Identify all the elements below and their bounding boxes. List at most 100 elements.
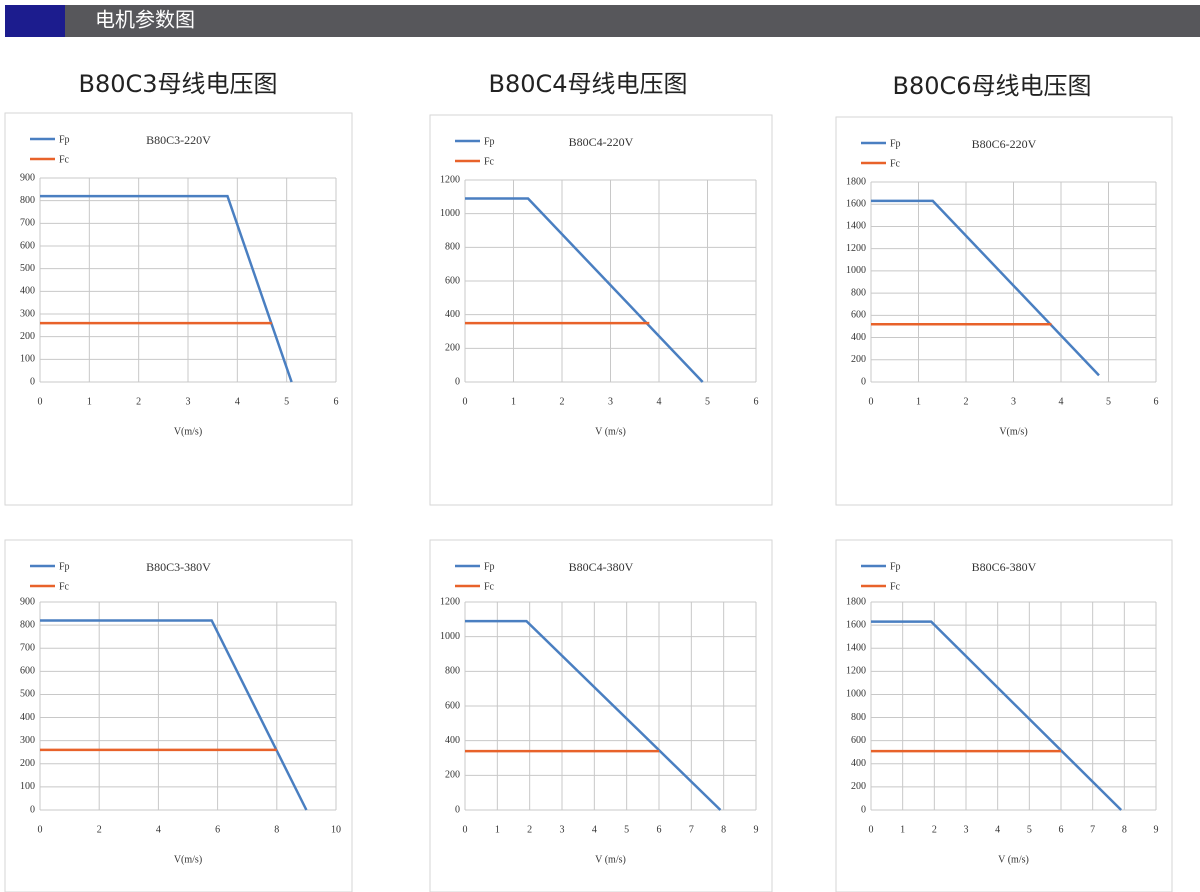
y-tick-label: 100 [20, 354, 35, 365]
y-tick-label: 0 [455, 804, 460, 815]
x-tick-label: 5 [1027, 824, 1032, 835]
chart-title: B80C4-380V [569, 560, 634, 574]
y-tick-label: 1800 [846, 176, 866, 187]
y-tick-label: 200 [20, 758, 35, 769]
y-tick-label: 800 [445, 242, 460, 253]
x-tick-label: 4 [156, 824, 161, 835]
y-tick-label: 400 [20, 286, 35, 297]
legend-label: Fc [890, 581, 901, 592]
x-tick-label: 6 [215, 824, 220, 835]
series-line [465, 619, 722, 811]
y-tick-label: 200 [445, 343, 460, 354]
x-tick-label: 7 [689, 824, 694, 835]
y-tick-label: 200 [851, 781, 866, 792]
y-tick-label: 400 [20, 712, 35, 723]
legend-label: Fp [484, 136, 495, 147]
y-tick-label: 700 [20, 218, 35, 229]
legend-label: Fp [890, 138, 901, 149]
x-tick-label: 3 [1011, 396, 1016, 407]
legend-label: Fc [59, 154, 70, 165]
y-tick-label: 500 [20, 263, 35, 274]
x-tick-label: 9 [754, 824, 759, 835]
y-tick-label: 1400 [846, 643, 866, 654]
x-tick-label: 5 [624, 824, 629, 835]
x-tick-label: 5 [1106, 396, 1111, 407]
chart-title: B80C6-220V [972, 137, 1037, 151]
y-tick-label: 0 [455, 376, 460, 387]
chart-panel [429, 539, 773, 892]
y-tick-label: 800 [851, 712, 866, 723]
y-tick-label: 700 [20, 643, 35, 654]
y-tick-label: 1600 [846, 619, 866, 630]
series-line [871, 199, 1100, 377]
x-tick-label: 4 [657, 396, 662, 407]
x-tick-label: 2 [136, 396, 141, 407]
y-tick-label: 200 [445, 770, 460, 781]
x-tick-label: 6 [754, 396, 759, 407]
y-tick-label: 1200 [846, 243, 866, 254]
chart-panel [429, 114, 773, 506]
chart-title: B80C6-380V [972, 560, 1037, 574]
x-tick-label: 6 [1154, 396, 1159, 407]
x-axis-label: V (m/s) [595, 426, 626, 437]
x-tick-label: 1 [916, 396, 921, 407]
x-tick-label: 4 [592, 824, 597, 835]
x-tick-label: 2 [97, 824, 102, 835]
x-tick-label: 2 [964, 396, 969, 407]
x-tick-label: 3 [608, 396, 613, 407]
x-axis-label: V(m/s) [174, 426, 202, 437]
chart-title: B80C3-380V [146, 560, 211, 574]
series-line [871, 620, 1123, 811]
series-line [40, 194, 293, 383]
x-tick-label: 1 [495, 824, 500, 835]
x-tick-label: 5 [284, 396, 289, 407]
x-tick-label: 1 [87, 396, 92, 407]
legend-label: Fc [484, 156, 495, 167]
y-tick-label: 1400 [846, 221, 866, 232]
x-tick-label: 2 [560, 396, 565, 407]
x-tick-label: 10 [331, 824, 341, 835]
y-tick-label: 400 [851, 758, 866, 769]
y-tick-label: 0 [30, 376, 35, 387]
series-line [465, 197, 704, 383]
legend-label: Fp [59, 134, 70, 145]
y-tick-label: 600 [851, 735, 866, 746]
x-tick-label: 2 [527, 824, 532, 835]
y-tick-label: 600 [851, 310, 866, 321]
y-tick-label: 300 [20, 735, 35, 746]
column-title: B80C6母线电压图 [892, 72, 1091, 100]
chart-title: B80C3-220V [146, 133, 211, 147]
chart-panel [4, 539, 353, 892]
header-bar [5, 5, 1200, 37]
y-tick-label: 800 [851, 287, 866, 298]
y-tick-label: 500 [20, 689, 35, 700]
y-tick-label: 0 [861, 376, 866, 387]
y-tick-label: 400 [851, 332, 866, 343]
legend-label: Fc [484, 581, 495, 592]
y-tick-label: 1200 [440, 174, 460, 185]
x-tick-label: 8 [721, 824, 726, 835]
header-title: 电机参数图 [95, 8, 195, 32]
x-tick-label: 0 [869, 824, 874, 835]
y-tick-label: 0 [861, 804, 866, 815]
column-title: B80C4母线电压图 [488, 70, 687, 98]
legend-label: Fp [890, 561, 901, 572]
x-tick-label: 1 [511, 396, 516, 407]
y-tick-label: 1200 [846, 666, 866, 677]
chart-panel [835, 116, 1173, 506]
x-tick-label: 0 [38, 396, 43, 407]
x-tick-label: 0 [38, 824, 43, 835]
series-line [40, 619, 308, 811]
x-tick-label: 0 [463, 396, 468, 407]
y-tick-label: 200 [20, 331, 35, 342]
y-tick-label: 1000 [846, 689, 866, 700]
x-tick-label: 3 [186, 396, 191, 407]
y-tick-label: 1800 [846, 596, 866, 607]
x-tick-label: 6 [334, 396, 339, 407]
x-tick-label: 6 [657, 824, 662, 835]
x-tick-label: 4 [235, 396, 240, 407]
y-tick-label: 800 [20, 195, 35, 206]
x-axis-label: V (m/s) [595, 854, 626, 865]
y-tick-label: 600 [445, 700, 460, 711]
